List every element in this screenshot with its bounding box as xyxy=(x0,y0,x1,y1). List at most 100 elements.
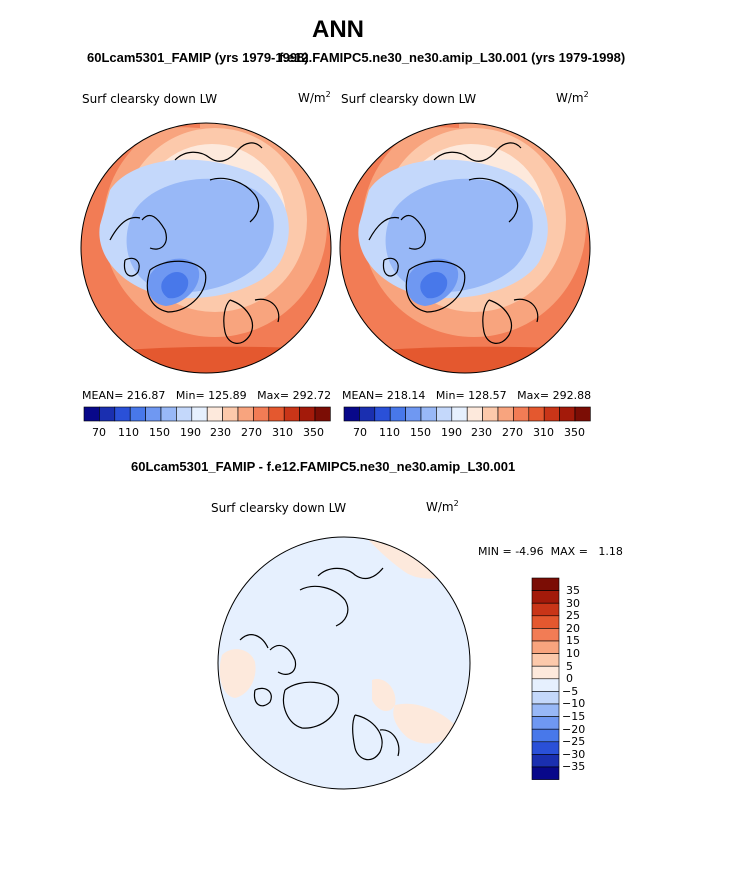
panel2-colorbar-swatch xyxy=(482,406,499,422)
panel3-colorbar-swatch xyxy=(531,766,560,780)
panel1-map xyxy=(81,123,331,373)
panel3-colorbar-tick: −10 xyxy=(562,697,586,710)
panel1-colorbar-tick: 190 xyxy=(180,426,201,439)
panel1-colorbar-tick: 110 xyxy=(118,426,139,439)
panel3-colorbar-swatch xyxy=(531,577,560,591)
figure-title: ANN xyxy=(312,16,364,43)
panel2-colorbar-swatch xyxy=(359,406,376,422)
panel3-colorbar-swatch xyxy=(531,754,560,768)
panel2-colorbar-tick: 230 xyxy=(471,426,492,439)
panel2-colorbar-tick: 70 xyxy=(353,426,367,439)
panel1-colorbar-swatch xyxy=(99,406,116,422)
panel3-colorbar-tick: −20 xyxy=(562,723,586,736)
panel3-colorbar-tick: −30 xyxy=(562,748,586,761)
panel1-colorbar-swatch xyxy=(237,406,254,422)
panel1-field-greenland-2 xyxy=(161,271,189,299)
panel1-stats: MEAN= 216.87 Min= 125.89 Max= 292.72 xyxy=(82,389,332,402)
panel3-colorbar-tick: −15 xyxy=(562,710,586,723)
panel2-colorbar-swatch xyxy=(528,406,545,422)
diff-title: 60Lcam5301_FAMIP - f.e12.FAMIPC5.ne30_ne… xyxy=(131,459,516,474)
panel2-variable-label: Surf clearsky down LW xyxy=(341,92,477,106)
panel3-colorbar-tick: 30 xyxy=(566,597,580,610)
panel3-colorbar-tick: 35 xyxy=(566,584,580,597)
panel3-colorbar-swatch xyxy=(531,602,560,617)
panel2-colorbar-swatch xyxy=(497,406,514,422)
panel2-colorbar-swatch xyxy=(466,406,483,422)
panel1-colorbar-swatch xyxy=(176,406,193,422)
panel2-colorbar-swatch xyxy=(543,406,560,422)
panel1-colorbar-tick: 150 xyxy=(149,426,170,439)
panel3-colorbar-swatch xyxy=(531,665,560,680)
panel1-colorbar-tick: 350 xyxy=(303,426,324,439)
panel3-colorbar-tick: 0 xyxy=(566,672,573,685)
panel3-field-background xyxy=(218,537,470,789)
panel2-stats: MEAN= 218.14 Min= 128.57 Max= 292.88 xyxy=(342,389,592,402)
panel3-colorbar-tick: −35 xyxy=(562,760,586,773)
panel1-colorbar-tick: 230 xyxy=(210,426,231,439)
panel2-colorbar-tick: 350 xyxy=(564,426,585,439)
panel3-field-left-warm xyxy=(219,649,256,698)
panel2-colorbar-swatch xyxy=(374,406,391,422)
panel3-colorbar xyxy=(531,577,560,780)
panel2-colorbar-tick: 150 xyxy=(410,426,431,439)
panel2-colorbar-swatch xyxy=(389,406,406,422)
panel1-map-border xyxy=(80,122,332,374)
panel1-colorbar-swatch xyxy=(160,406,177,422)
subtitle-right: f.e12.FAMIPC5.ne30_ne30.amip_L30.001 (yr… xyxy=(279,50,626,65)
subtitle-left: 60Lcam5301_FAMIP (yrs 1979-1998) xyxy=(87,50,309,65)
panel2-units-label: W/m2 xyxy=(556,90,589,105)
panel1-coastlines xyxy=(109,142,280,344)
panel3-colorbar-swatch xyxy=(531,678,560,692)
panel3-colorbar-tick: −25 xyxy=(562,735,586,748)
panel2-field-greenland-2 xyxy=(420,271,448,299)
panel3-colorbar-swatch xyxy=(531,728,560,743)
panel3-colorbar-swatch xyxy=(531,640,560,654)
panel3-colorbar-tick: −5 xyxy=(562,685,579,698)
panel1-colorbar-swatch xyxy=(253,406,270,422)
panel3-map-border xyxy=(217,536,471,790)
panel1-colorbar-swatch xyxy=(283,406,300,422)
panel3-colorbar-swatch xyxy=(531,590,560,604)
panel1-colorbar-swatch xyxy=(299,406,316,422)
panel2-colorbar-tick: 110 xyxy=(379,426,400,439)
panel1-colorbar-tick: 270 xyxy=(241,426,262,439)
panel2-colorbar-tick: 190 xyxy=(441,426,462,439)
panel2-colorbar-swatch xyxy=(574,406,591,422)
panel3-colorbar-swatch xyxy=(531,615,560,629)
panel1-colorbar-tick: 70 xyxy=(92,426,106,439)
panel3-variable-label: Surf clearsky down LW xyxy=(211,501,347,515)
panel2-map xyxy=(340,123,590,373)
panel1-colorbar-swatch xyxy=(83,406,100,422)
panel3-colorbar-tick: 20 xyxy=(566,622,580,635)
panel3-colorbar-swatch xyxy=(531,628,560,642)
panel3-colorbar-swatch xyxy=(531,691,560,705)
panel3-colorbar-tick: 10 xyxy=(566,647,580,660)
panel2-colorbar-swatch xyxy=(420,406,437,422)
panel3-coastlines xyxy=(239,567,400,761)
panel1-colorbar-swatch xyxy=(145,406,162,422)
panel1-colorbar-swatch xyxy=(206,406,223,422)
panel1-colorbar-swatch xyxy=(114,406,131,422)
panel1-colorbar-tick: 310 xyxy=(272,426,293,439)
panel2-colorbar-swatch xyxy=(343,406,360,422)
panel2-colorbar-swatch xyxy=(405,406,422,422)
panel2-map-border xyxy=(339,122,591,374)
panel3-colorbar-tick: 25 xyxy=(566,609,580,622)
panel3-colorbar-tick: 15 xyxy=(566,634,580,647)
panel3-colorbar-swatch xyxy=(531,703,560,717)
panel2-colorbar-swatch xyxy=(559,406,576,422)
panel2-colorbar-swatch xyxy=(513,406,530,422)
panel3-units-label: W/m2 xyxy=(426,499,459,514)
panel1-variable-label: Surf clearsky down LW xyxy=(82,92,218,106)
panel2-colorbar-swatch xyxy=(436,406,453,422)
panel3-colorbar-swatch xyxy=(531,741,560,755)
panel1-colorbar-swatch xyxy=(222,406,239,422)
panel2-colorbar-swatch xyxy=(451,406,468,422)
panel2-colorbar-tick: 310 xyxy=(533,426,554,439)
panel3-colorbar-swatch xyxy=(531,653,560,667)
panel1-colorbar-swatch xyxy=(314,406,331,422)
panel3-map xyxy=(218,537,470,789)
panel2-coastlines xyxy=(368,142,539,344)
panel1-colorbar-swatch xyxy=(191,406,208,422)
